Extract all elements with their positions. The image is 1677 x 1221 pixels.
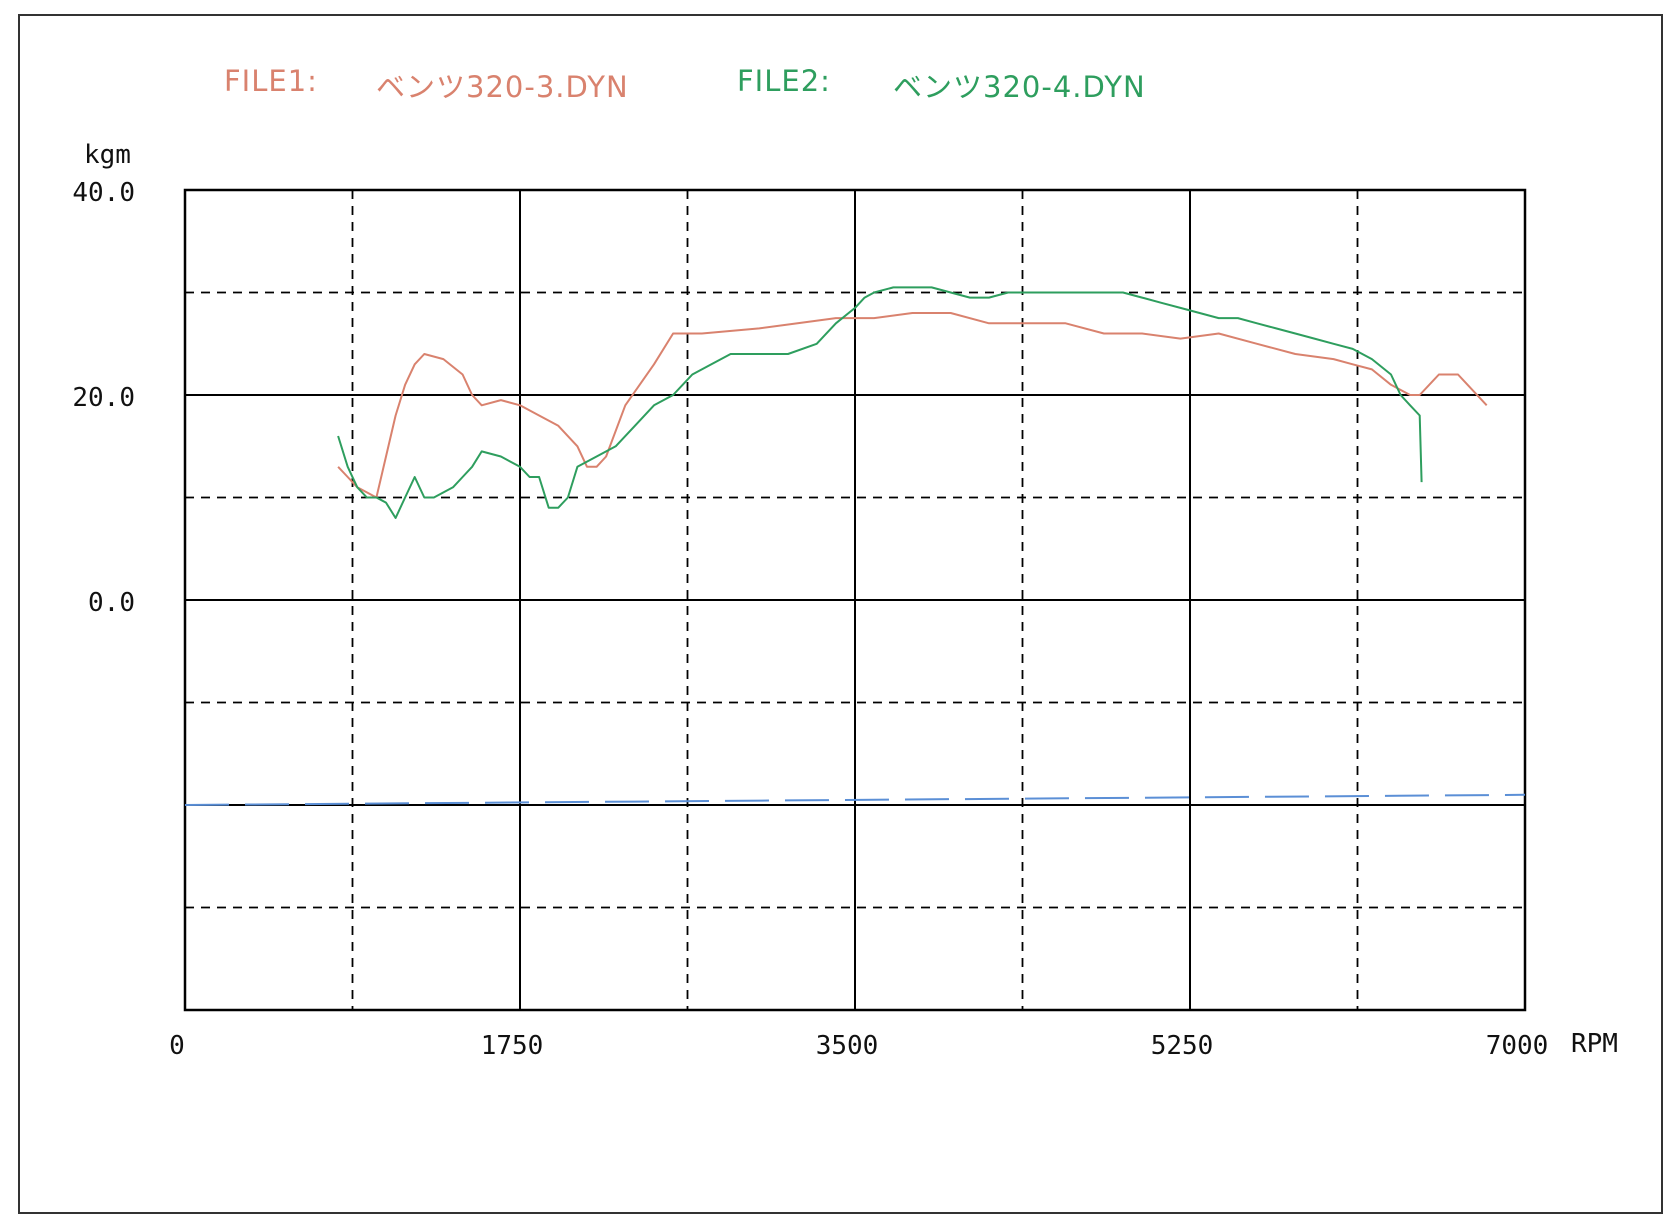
x-tick-label: 7000 — [1486, 1031, 1549, 1061]
grid-layer — [183, 188, 1527, 1012]
y-tick-label: 0.0 — [88, 588, 135, 618]
chart-frame — [18, 14, 1663, 1214]
legend-file1-name: ベンツ320-3.DYN — [376, 70, 629, 104]
y-axis-label: kgm — [84, 140, 131, 170]
x-tick-label: 1750 — [481, 1031, 544, 1061]
y-tick-label: 40.0 — [72, 178, 135, 208]
series-line-1 — [337, 312, 1488, 499]
series-line-3 — [184, 793, 1526, 806]
legend-file2-name: ベンツ320-4.DYN — [893, 70, 1146, 104]
series-layer — [184, 286, 1526, 806]
y-tick-label: 20.0 — [72, 383, 135, 413]
plot-border — [183, 188, 1527, 1012]
legend-file2-label: FILE2: — [737, 64, 831, 98]
series-line-2 — [337, 286, 1423, 519]
x-tick-label: 5250 — [1151, 1031, 1214, 1061]
x-tick-label: 3500 — [816, 1031, 879, 1061]
x-axis-label: RPM — [1571, 1029, 1618, 1059]
legend-file1-label: FILE1: — [224, 64, 318, 98]
axis-labels: 0 1750 3500 5250 7000 40.0 20.0 0.0 kgm RPM — [72, 140, 1618, 1061]
x-tick-label: 0 — [169, 1031, 185, 1061]
